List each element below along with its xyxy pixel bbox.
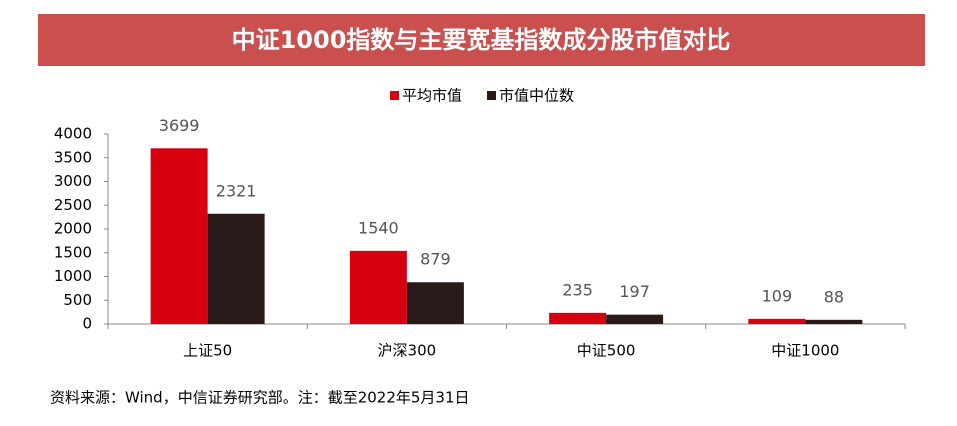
bar <box>207 213 265 324</box>
data-label: 1540 <box>358 218 399 237</box>
y-tick-label: 2000 <box>54 220 92 238</box>
bar <box>349 250 407 324</box>
legend-swatch <box>487 91 496 100</box>
title-banner <box>38 14 925 66</box>
data-label: 109 <box>762 286 793 305</box>
data-label: 88 <box>824 287 844 306</box>
y-tick-label: 4000 <box>54 125 92 143</box>
bar <box>606 314 664 324</box>
bar <box>805 319 863 324</box>
data-label: 197 <box>619 282 650 301</box>
data-label: 879 <box>420 250 451 269</box>
bar <box>549 312 607 324</box>
data-label: 3699 <box>159 116 200 135</box>
bar <box>406 282 464 324</box>
x-tick-label: 上证50 <box>183 342 232 360</box>
y-tick-label: 3500 <box>54 148 92 166</box>
bar <box>150 148 208 324</box>
chart-title: 中证1000指数与主要宽基指数成分股市值对比 <box>232 26 731 54</box>
y-tick-label: 500 <box>63 291 92 309</box>
y-tick-label: 1500 <box>54 243 92 261</box>
source-note: 资料来源：Wind，中信证券研究部。注：截至2022年5月31日 <box>50 389 470 407</box>
data-label: 235 <box>562 280 593 299</box>
x-tick-label: 中证500 <box>577 342 636 360</box>
x-tick-label: 中证1000 <box>771 342 839 360</box>
legend-label: 市值中位数 <box>499 87 574 105</box>
y-tick-label: 3000 <box>54 172 92 190</box>
x-tick-label: 沪深300 <box>378 342 437 360</box>
legend-label: 平均市值 <box>402 87 462 105</box>
y-tick-label: 1000 <box>54 267 92 285</box>
legend-swatch <box>390 91 399 100</box>
bar <box>748 318 806 324</box>
y-tick-label: 2500 <box>54 196 92 214</box>
y-tick-label: 0 <box>82 315 92 333</box>
data-label: 2321 <box>216 181 257 200</box>
